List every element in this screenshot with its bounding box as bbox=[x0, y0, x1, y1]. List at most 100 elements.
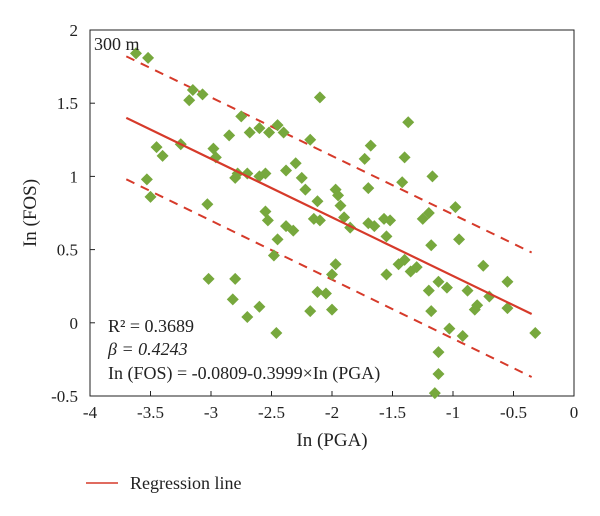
data-point bbox=[140, 173, 153, 186]
data-point bbox=[267, 249, 280, 262]
data-point bbox=[289, 157, 302, 170]
x-axis-title: In (PGA) bbox=[296, 430, 367, 451]
x-tick-label: -0.5 bbox=[500, 403, 527, 422]
data-point bbox=[477, 259, 490, 272]
lower-band-line bbox=[125, 178, 533, 378]
data-point bbox=[432, 368, 445, 381]
x-tick-label: -2 bbox=[325, 403, 339, 422]
data-point bbox=[326, 268, 338, 281]
data-point bbox=[384, 214, 397, 227]
x-tick-label: -3.5 bbox=[137, 403, 164, 422]
data-point bbox=[334, 199, 347, 212]
data-point bbox=[410, 261, 423, 274]
data-point bbox=[432, 346, 445, 359]
data-point bbox=[259, 205, 272, 218]
data-point bbox=[461, 284, 474, 297]
data-point bbox=[207, 142, 220, 155]
x-tick-label: -4 bbox=[83, 403, 98, 422]
data-point bbox=[156, 149, 169, 162]
data-point bbox=[432, 275, 445, 288]
data-point bbox=[428, 387, 441, 400]
x-tick-label: -1 bbox=[446, 403, 460, 422]
data-point bbox=[241, 167, 254, 180]
x-tick-label: -1.5 bbox=[379, 403, 406, 422]
data-point bbox=[196, 88, 209, 101]
data-point bbox=[271, 119, 284, 132]
data-point bbox=[362, 182, 375, 195]
data-point bbox=[202, 272, 215, 285]
data-point bbox=[142, 51, 155, 64]
corner-label: 300 m bbox=[94, 34, 140, 54]
legend: Regression line bbox=[86, 473, 241, 493]
data-point bbox=[402, 116, 415, 129]
data-point bbox=[443, 322, 456, 335]
data-point bbox=[271, 233, 284, 246]
data-point bbox=[263, 126, 276, 139]
data-point bbox=[223, 129, 236, 142]
data-point bbox=[295, 171, 308, 184]
data-point bbox=[453, 233, 466, 246]
data-point bbox=[270, 327, 283, 340]
data-point bbox=[280, 164, 293, 177]
data-point bbox=[329, 258, 342, 271]
confidence-bands bbox=[125, 55, 533, 378]
data-point bbox=[380, 230, 393, 243]
regression-line bbox=[125, 116, 533, 316]
data-point bbox=[313, 91, 326, 104]
data-point bbox=[129, 47, 142, 60]
data-point bbox=[396, 176, 409, 189]
x-tick-label: 0 bbox=[570, 403, 579, 422]
axis-ticks: -4 -3.5 -3 -2.5 -2 -1.5 -1 -0.5 0 -0.5 0 0.5 1 1.5 2 bbox=[51, 21, 578, 422]
data-point bbox=[501, 275, 514, 288]
data-point bbox=[449, 201, 462, 214]
data-point bbox=[261, 214, 274, 227]
data-point bbox=[311, 286, 324, 299]
data-point bbox=[243, 126, 256, 139]
data-point bbox=[398, 253, 411, 266]
data-point bbox=[425, 305, 438, 318]
y-tick-label: 0 bbox=[70, 314, 79, 333]
data-point bbox=[226, 293, 239, 306]
x-tick-label: -2.5 bbox=[258, 403, 285, 422]
data-point bbox=[338, 211, 351, 224]
y-tick-label: 1 bbox=[70, 167, 79, 186]
data-point bbox=[380, 268, 393, 281]
data-point bbox=[440, 281, 453, 294]
data-point bbox=[332, 189, 345, 202]
data-point bbox=[144, 190, 157, 203]
data-point bbox=[186, 84, 199, 97]
data-point bbox=[483, 290, 496, 303]
upper-band-line bbox=[125, 55, 533, 254]
data-point bbox=[150, 141, 163, 154]
data-point bbox=[201, 198, 214, 211]
data-point bbox=[259, 167, 272, 180]
x-tick-label: -3 bbox=[204, 403, 218, 422]
data-point bbox=[529, 327, 542, 340]
y-tick-label: 2 bbox=[70, 21, 79, 40]
data-point bbox=[456, 329, 469, 342]
data-point bbox=[253, 300, 266, 313]
y-axis-title: In (FOS) bbox=[20, 179, 41, 247]
data-point bbox=[311, 195, 324, 208]
data-point bbox=[304, 133, 317, 146]
data-point bbox=[319, 287, 332, 300]
data-point bbox=[422, 284, 435, 297]
beta-annotation: β = 0.4243 bbox=[107, 339, 188, 359]
data-point bbox=[358, 152, 371, 165]
regression-line-group bbox=[125, 116, 533, 316]
data-point bbox=[426, 170, 439, 183]
data-point bbox=[253, 122, 266, 135]
data-point bbox=[422, 207, 435, 219]
y-tick-label: -0.5 bbox=[51, 387, 78, 406]
r-squared-annotation: R² = 0.3689 bbox=[108, 316, 194, 336]
y-tick-label: 0.5 bbox=[57, 241, 78, 260]
data-point bbox=[501, 302, 514, 315]
data-point bbox=[299, 183, 312, 196]
data-point bbox=[326, 303, 338, 316]
data-point bbox=[235, 110, 248, 123]
data-point bbox=[471, 299, 484, 312]
data-point bbox=[287, 224, 300, 237]
data-point bbox=[425, 239, 438, 252]
data-point bbox=[307, 212, 320, 225]
